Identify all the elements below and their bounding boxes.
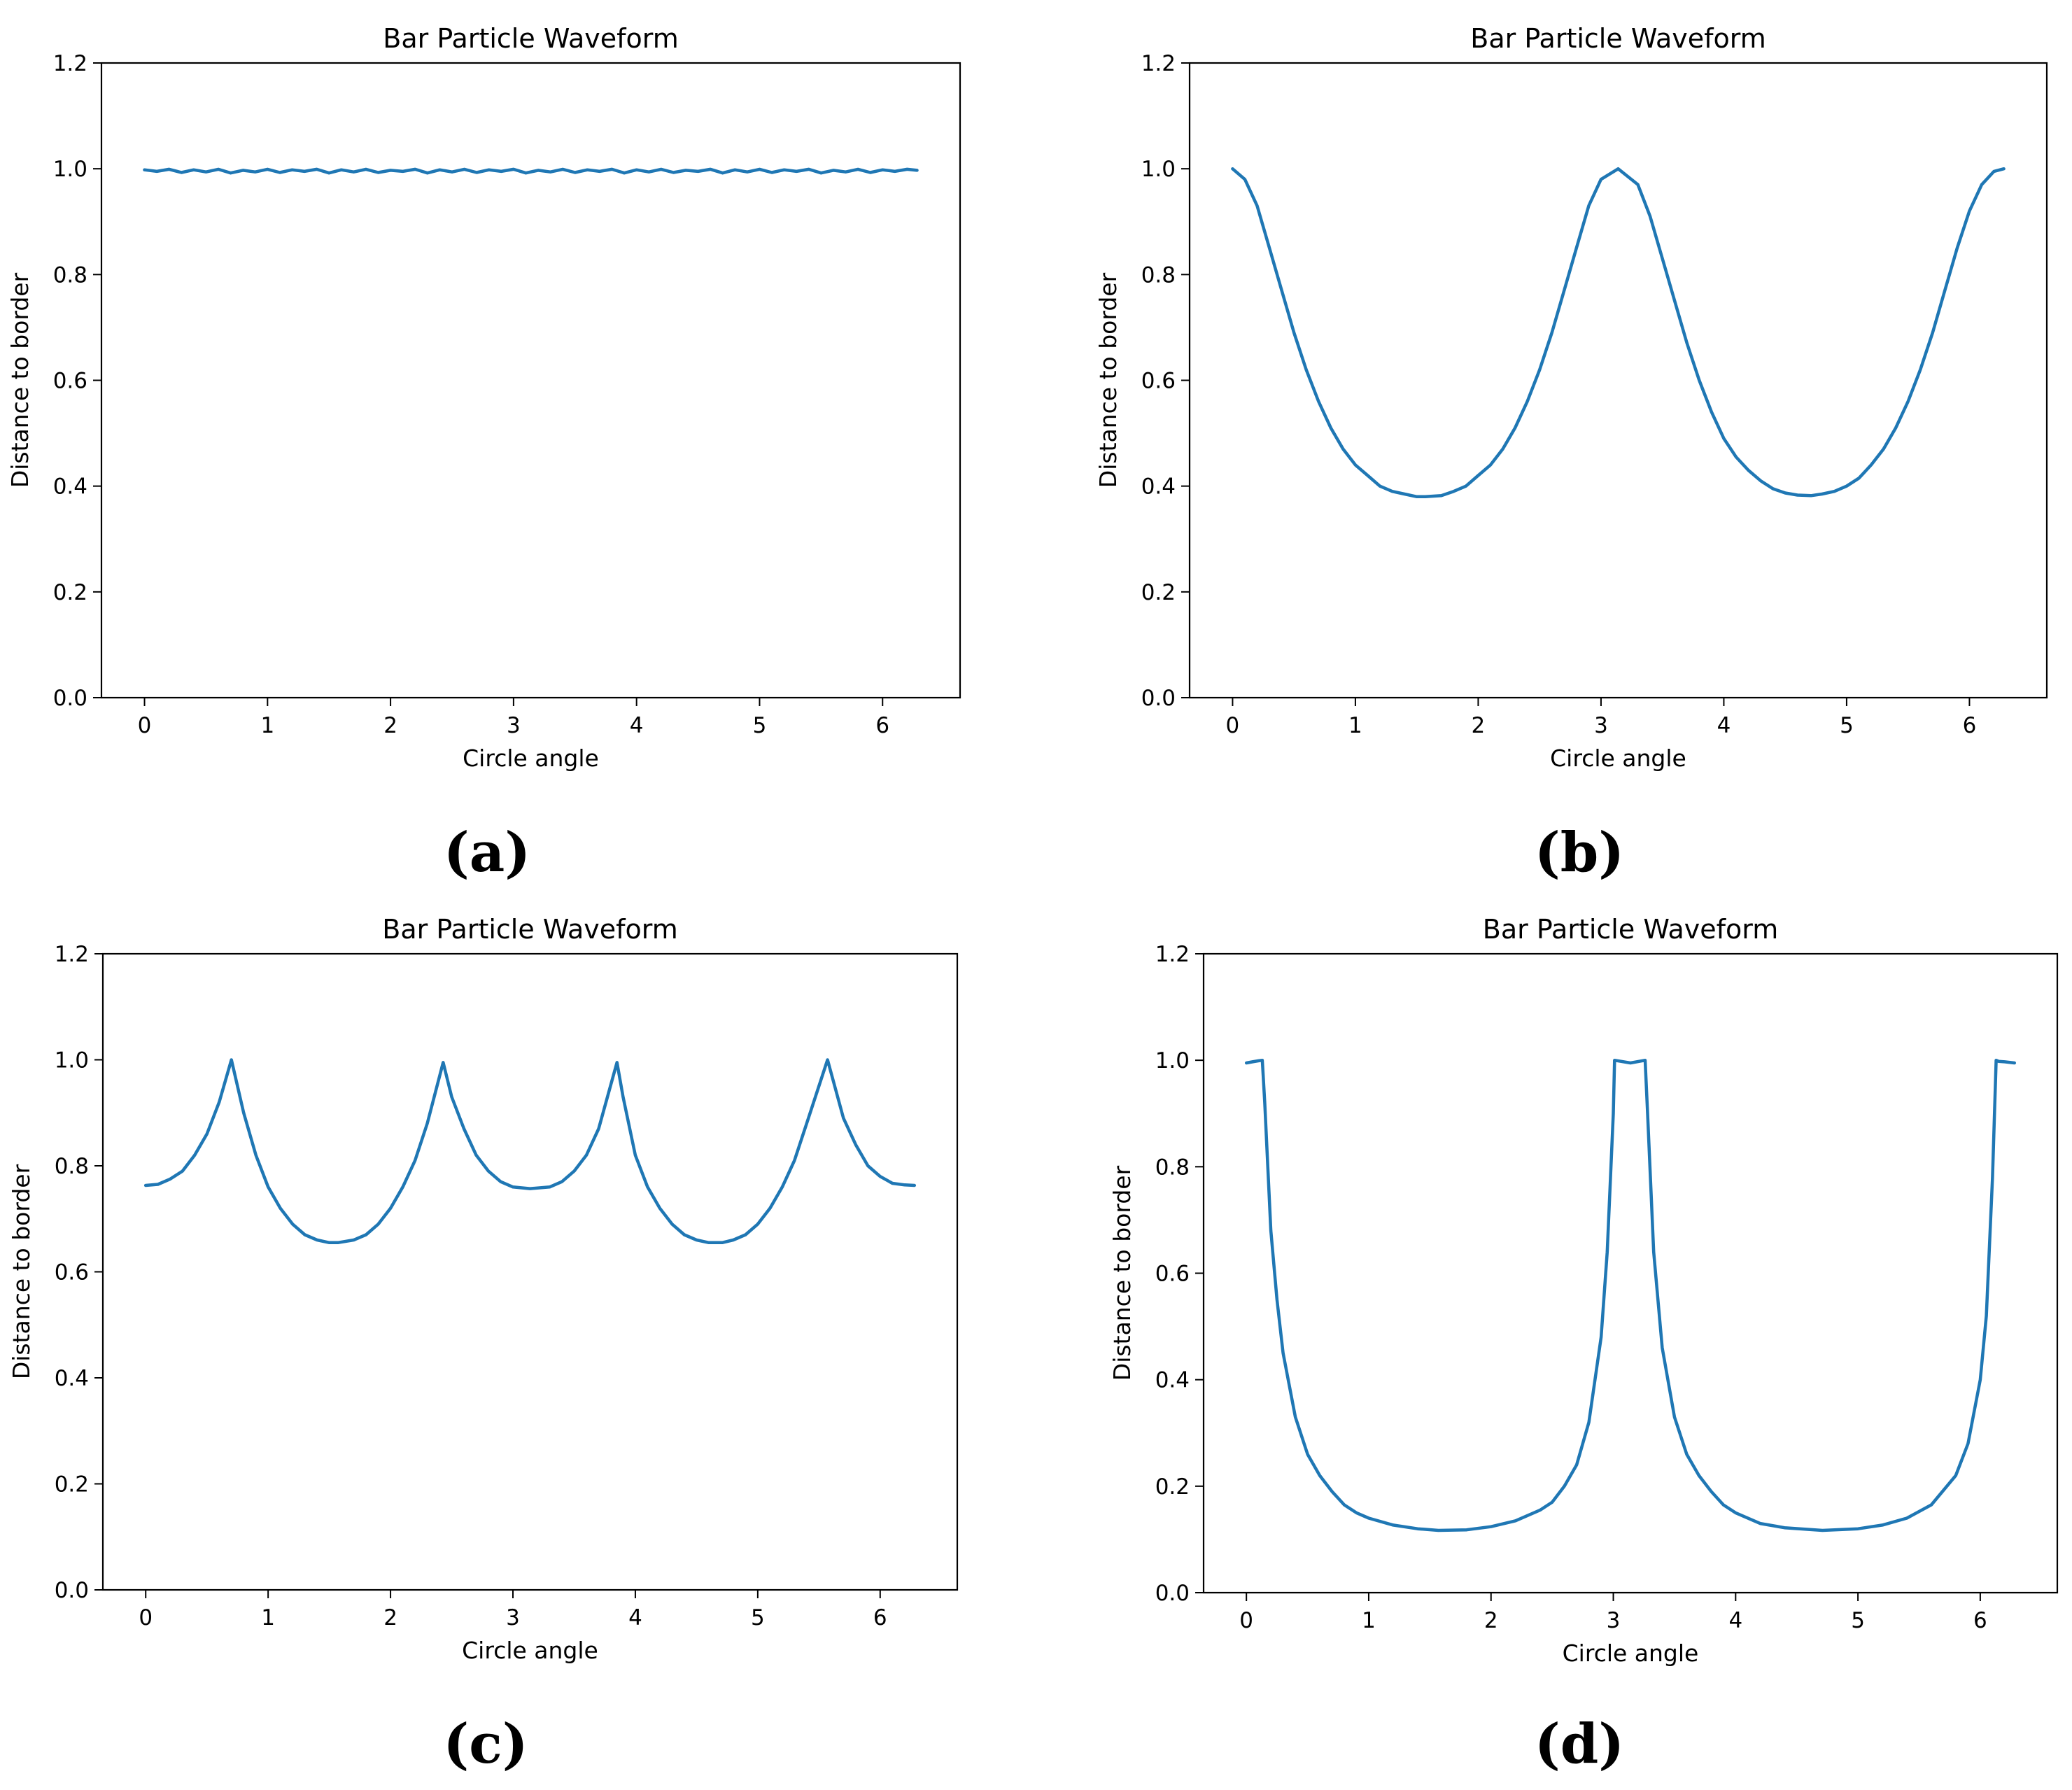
x-tick-label: 0 xyxy=(1239,1608,1253,1633)
y-tick-label: 1.2 xyxy=(1141,51,1176,76)
chart-title: Bar Particle Waveform xyxy=(382,914,677,945)
x-axis-label: Circle angle xyxy=(1563,1640,1699,1667)
x-tick-label: 2 xyxy=(1484,1608,1498,1633)
y-tick-label: 0.0 xyxy=(1155,1581,1190,1606)
panel-c: 0 1 2 3 4 5 6 0.0 0.2 0.4 0.6 0.8 1.0 1.2 Bar Particle… xyxy=(8,914,959,1664)
axes-frame xyxy=(100,62,961,699)
x-tick-label: 1 xyxy=(1348,713,1362,738)
x-tick-label: 6 xyxy=(1963,713,1977,738)
y-tick-label: 0.2 xyxy=(1155,1474,1190,1500)
y-tick-label: 1.0 xyxy=(53,157,87,182)
x-tick-label: 1 xyxy=(1362,1608,1376,1633)
chart-title: Bar Particle Waveform xyxy=(1470,23,1766,54)
x-tick-label: 2 xyxy=(383,1605,397,1630)
x-tick-label: 3 xyxy=(507,713,521,738)
y-tick-label: 0.4 xyxy=(53,474,87,500)
y-tick-label: 0.8 xyxy=(55,1154,89,1179)
x-tick-label: 3 xyxy=(1607,1608,1621,1633)
series-line xyxy=(1244,1058,2017,1532)
panel-label-d: (d) xyxy=(1534,1712,1625,1776)
y-tick-label: 0.6 xyxy=(1155,1262,1190,1287)
y-axis-label: Distance to border xyxy=(1094,272,1122,488)
x-tick-label: 1 xyxy=(260,713,274,738)
y-tick-label: 1.2 xyxy=(1155,942,1190,967)
y-tick-label: 0.8 xyxy=(53,262,87,288)
panel-label-b: (b) xyxy=(1534,821,1625,885)
y-tick-label: 0.6 xyxy=(1141,369,1176,394)
x-tick-label: 3 xyxy=(1594,713,1608,738)
y-tick-label: 1.0 xyxy=(1155,1048,1190,1073)
x-tick-label: 5 xyxy=(753,713,767,738)
x-tick-label: 4 xyxy=(630,713,644,738)
x-tick-label: 2 xyxy=(1472,713,1486,738)
x-axis-label: Circle angle xyxy=(462,1637,598,1664)
x-tick-label: 0 xyxy=(139,1605,153,1630)
y-tick-label: 0.0 xyxy=(1141,686,1176,711)
panel-label-c: (c) xyxy=(443,1712,528,1776)
x-tick-label: 5 xyxy=(751,1605,765,1630)
panel-a: 0 1 2 3 4 5 6 0.0 0.2 0.4 0.6 0.8 1.0 1.2 Bar Particle… xyxy=(6,23,961,772)
y-axis-label: Distance to border xyxy=(6,272,34,488)
x-tick-label: 6 xyxy=(873,1605,887,1630)
y-tick-label: 0.6 xyxy=(53,369,87,394)
x-tick-label: 3 xyxy=(506,1605,520,1630)
y-tick-label: 0.8 xyxy=(1155,1155,1190,1180)
x-tick-label: 1 xyxy=(261,1605,275,1630)
y-tick-label: 0.0 xyxy=(55,1578,89,1603)
x-tick-label: 5 xyxy=(1840,713,1854,738)
chart-title: Bar Particle Waveform xyxy=(1483,914,1778,945)
chart-title: Bar Particle Waveform xyxy=(383,23,678,54)
y-tick-label: 0.6 xyxy=(55,1260,89,1285)
panel-b: 0 1 2 3 4 5 6 0.0 0.2 0.4 0.6 0.8 1.0 1.2 Bar Particle… xyxy=(1094,23,2048,772)
x-tick-label: 4 xyxy=(628,1605,642,1630)
y-tick-label: 1.0 xyxy=(55,1048,89,1073)
series-line xyxy=(143,167,919,175)
panel-label-a: (a) xyxy=(443,821,531,885)
y-tick-label: 0.4 xyxy=(55,1366,89,1391)
x-tick-label: 0 xyxy=(1226,713,1240,738)
axes-frame xyxy=(101,952,959,1591)
x-tick-label: 5 xyxy=(1851,1608,1865,1633)
x-tick-label: 2 xyxy=(383,713,397,738)
panel-d: 0 1 2 3 4 5 6 0.0 0.2 0.4 0.6 0.8 1.0 1.2 Bar Particle… xyxy=(1108,914,2059,1667)
y-tick-label: 0.4 xyxy=(1155,1368,1190,1393)
y-axis-label: Distance to border xyxy=(8,1164,35,1379)
y-tick-label: 1.2 xyxy=(55,942,89,967)
x-axis-label: Circle angle xyxy=(1550,745,1686,772)
series-line xyxy=(143,1058,917,1245)
series-line xyxy=(1231,167,2006,499)
y-axis-label: Distance to border xyxy=(1108,1165,1136,1381)
axes-frame xyxy=(1188,62,2048,699)
x-tick-label: 6 xyxy=(1973,1608,1987,1633)
y-tick-label: 0.0 xyxy=(53,686,87,711)
y-tick-label: 0.2 xyxy=(55,1472,89,1497)
y-tick-label: 0.4 xyxy=(1141,474,1176,500)
x-tick-label: 0 xyxy=(138,713,152,738)
x-tick-label: 4 xyxy=(1717,713,1731,738)
x-tick-label: 4 xyxy=(1728,1608,1742,1633)
y-tick-label: 0.8 xyxy=(1141,262,1176,288)
y-tick-label: 0.2 xyxy=(1141,580,1176,605)
x-tick-label: 6 xyxy=(875,713,889,738)
axes-frame xyxy=(1202,952,2059,1594)
y-tick-label: 0.2 xyxy=(53,580,87,605)
y-tick-label: 1.2 xyxy=(53,51,87,76)
x-axis-label: Circle angle xyxy=(463,745,599,772)
y-tick-label: 1.0 xyxy=(1141,157,1176,182)
